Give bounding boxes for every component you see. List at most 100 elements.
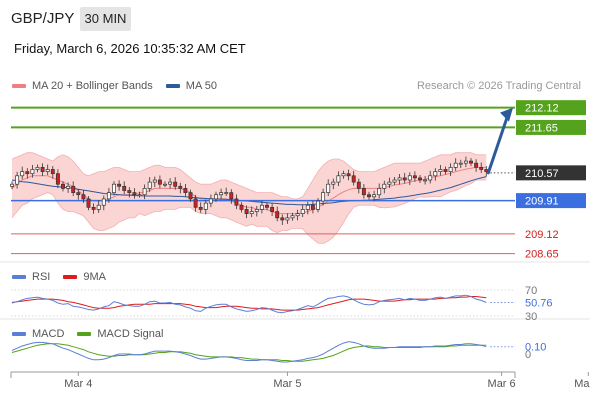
x-axis-tick-label: Mar 6 xyxy=(488,378,516,390)
candle-bullish xyxy=(453,162,458,168)
candle-bullish xyxy=(96,204,101,210)
candle-bearish xyxy=(91,206,96,210)
legend-macd-item: MACD xyxy=(12,328,64,340)
candle-bearish xyxy=(86,198,91,208)
candle-bullish xyxy=(10,183,14,187)
candle-bullish xyxy=(224,192,229,194)
candle-bearish xyxy=(367,194,371,198)
rsi-tick-label: 30 xyxy=(525,311,537,323)
candle-bullish xyxy=(137,194,142,197)
legend-macd-signal-swatch xyxy=(77,332,92,336)
bollinger-upper-line xyxy=(11,152,487,200)
candle-bearish xyxy=(157,179,162,185)
last-price-label: 210.57 xyxy=(525,168,559,180)
candle-bearish xyxy=(132,192,137,196)
candle-bullish xyxy=(341,173,346,177)
candle-bearish xyxy=(76,192,81,196)
candle-bearish xyxy=(361,188,366,196)
candle-bullish xyxy=(285,217,290,221)
candle-bullish xyxy=(147,181,152,189)
candle-bearish xyxy=(234,198,239,206)
candle-bearish xyxy=(81,194,86,200)
candle-bearish xyxy=(122,185,127,191)
candle-bearish xyxy=(356,181,361,189)
pair-title: GBP/JPY xyxy=(11,10,75,27)
bollinger-band-area xyxy=(12,152,487,244)
legend-ma50-swatch xyxy=(165,84,180,88)
rsi-line xyxy=(11,294,487,314)
candle-bullish xyxy=(259,204,264,210)
candle-bullish xyxy=(377,188,382,196)
legend-9ma-label: 9MA xyxy=(83,271,106,283)
candle-bullish xyxy=(214,194,218,200)
candle-bearish xyxy=(127,190,132,193)
candle-bullish xyxy=(249,211,254,214)
projection-arrow-shaft xyxy=(486,113,510,175)
candle-bullish xyxy=(15,175,20,185)
candle-bearish xyxy=(351,175,356,183)
price-legend: MA 20 + Bollinger Bands MA 50 xyxy=(12,80,230,92)
candle-bearish xyxy=(443,169,448,172)
candle-bullish xyxy=(326,183,331,193)
candle-bearish xyxy=(61,183,65,189)
candle-bullish xyxy=(168,181,173,185)
rsi-legend: RSI 9MA xyxy=(12,271,119,283)
candle-bearish xyxy=(265,204,269,208)
candle-bearish xyxy=(418,177,422,181)
candle-bullish xyxy=(438,169,443,172)
candle-bearish xyxy=(55,173,60,185)
candle-bearish xyxy=(479,167,484,170)
candle-bearish xyxy=(275,211,280,219)
candle-bearish xyxy=(40,167,45,172)
candle-bullish xyxy=(20,171,25,177)
candle-bullish xyxy=(428,175,433,181)
legend-macd-signal-label: MACD Signal xyxy=(97,328,164,340)
support-label: 208.65 xyxy=(525,249,559,261)
timeframe-button[interactable]: 30 MIN xyxy=(80,7,131,31)
resistance-label-box xyxy=(516,100,586,116)
candle-bearish xyxy=(412,175,417,179)
candle-bullish xyxy=(316,200,320,210)
macd-signal-line xyxy=(11,343,487,362)
candle-bearish xyxy=(229,192,234,200)
resistance-label-box xyxy=(516,119,586,135)
candle-bullish xyxy=(254,209,259,212)
candle-bullish xyxy=(433,171,438,177)
rsi-9ma-line xyxy=(11,296,487,311)
pivot-label: 209.91 xyxy=(525,196,559,208)
candle-bullish xyxy=(336,175,341,183)
macd-legend: MACD MACD Signal xyxy=(12,328,176,340)
candle-bearish xyxy=(469,160,473,164)
candle-bearish xyxy=(346,173,351,177)
candle-bullish xyxy=(382,183,387,189)
candle-bearish xyxy=(198,206,203,210)
candle-bullish xyxy=(305,204,310,210)
macd-zero-label: 0 xyxy=(525,349,531,361)
candle-bullish xyxy=(208,198,213,204)
candle-bearish xyxy=(25,171,30,175)
candle-bullish xyxy=(458,162,463,165)
legend-rsi-swatch xyxy=(12,275,26,279)
timestamp: Friday, March 6, 2026 10:35:32 AM CET xyxy=(14,41,246,56)
legend-ma20-item: MA 20 + Bollinger Bands xyxy=(12,80,153,92)
candle-bullish xyxy=(142,188,147,196)
candle-bullish xyxy=(45,169,50,172)
candle-bearish xyxy=(270,206,275,212)
candle-bullish xyxy=(463,160,468,164)
candle-bullish xyxy=(423,179,428,182)
legend-9ma-item: 9MA xyxy=(63,271,106,283)
legend-ma50-label: MA 50 xyxy=(185,80,217,92)
candle-bearish xyxy=(183,188,188,193)
legend-rsi-item: RSI xyxy=(12,271,50,283)
legend-ma20-swatch xyxy=(12,84,26,88)
macd-current-value: 0.10 xyxy=(525,342,546,354)
candle-bullish xyxy=(30,169,35,175)
candle-bullish xyxy=(66,185,71,189)
pivot-label-box xyxy=(516,193,586,209)
bollinger-lower-line xyxy=(11,179,487,244)
rsi-tick-label: 70 xyxy=(525,285,537,297)
macd-line xyxy=(11,341,487,363)
candle-bearish xyxy=(402,177,407,181)
candle-bearish xyxy=(178,185,183,189)
